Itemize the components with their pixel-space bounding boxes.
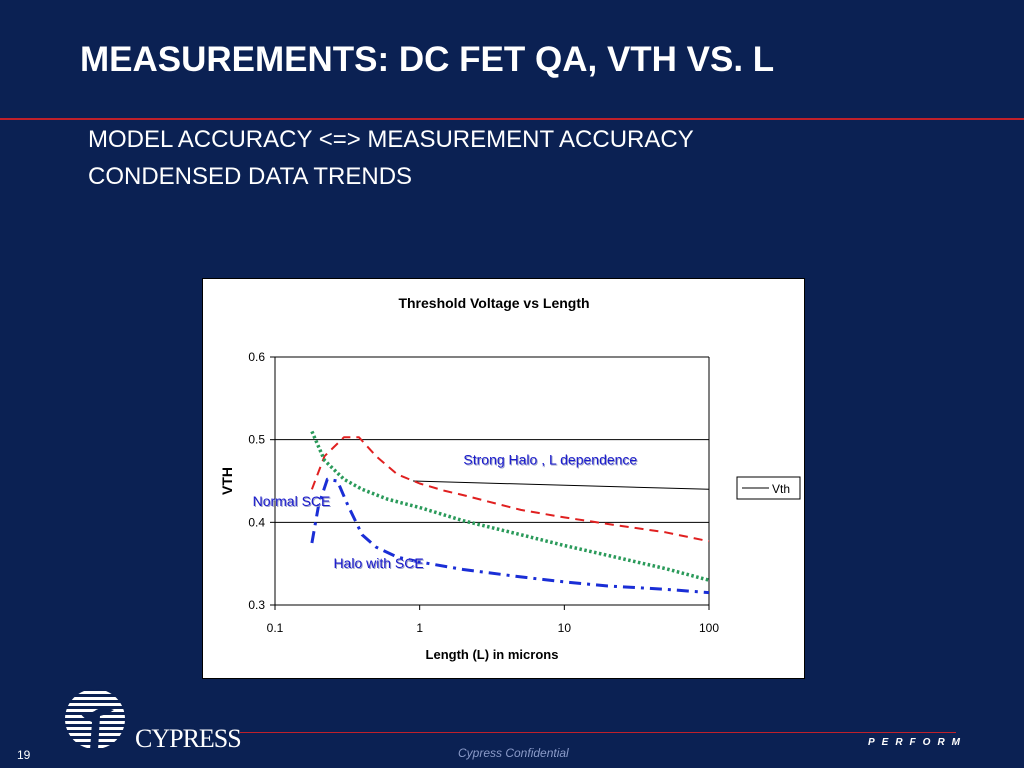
confidential-note: Cypress Confidential (458, 746, 569, 760)
footer-divider (240, 732, 956, 733)
annotation-0: Strong Halo , L dependence (463, 451, 637, 467)
cypress-logo-icon (65, 689, 125, 749)
y-tick-label: 0.6 (248, 350, 265, 364)
x-tick-label: 10 (558, 621, 572, 635)
x-tick-label: 100 (699, 621, 719, 635)
slide-title: MEASUREMENTS: DC FET QA, VTH VS. L (80, 40, 775, 79)
x-axis-label: Length (L) in microns (426, 647, 559, 662)
cypress-wordmark: CYPRESS (135, 724, 242, 753)
vth-chart: Threshold Voltage vs Length 0.3 0.4 0.5 0.6 0… (219, 295, 801, 662)
x-tick-label: 1 (416, 621, 423, 635)
x-tick-label: 0.1 (267, 621, 284, 635)
bullet-model-accuracy: MODEL ACCURACY <=> MEASUREMENT ACCURACY (88, 126, 694, 153)
series-line-0 (412, 480, 710, 490)
y-tick-label: 0.3 (248, 598, 265, 612)
annotation-shadow-2: Halo with SCE (334, 556, 424, 572)
chart-title: Threshold Voltage vs Length (398, 295, 589, 311)
perform-tagline: PERFORM (868, 737, 967, 748)
annotation-shadow-1: Normal SCE (254, 494, 332, 510)
y-tick-label: 0.4 (248, 515, 265, 529)
y-tick-label: 0.5 (248, 433, 265, 447)
bullet-condensed-trends: CONDENSED DATA TRENDS (88, 163, 413, 190)
legend-entry-vth: Vth (772, 482, 790, 496)
y-axis-label: VTH (219, 467, 235, 495)
series-line-3 (310, 477, 710, 595)
title-divider (0, 118, 1024, 120)
series-line-1 (310, 436, 710, 543)
annotation-shadow-0: Strong Halo , L dependence (464, 452, 638, 468)
annotation-2: Halo with SCE (333, 555, 423, 571)
annotation-1: Normal SCE (253, 493, 331, 509)
slide-number: 19 (17, 748, 31, 762)
chart-panel: Threshold Voltage vs Length 0.3 0.4 0.5 0.6 0… (202, 278, 805, 679)
